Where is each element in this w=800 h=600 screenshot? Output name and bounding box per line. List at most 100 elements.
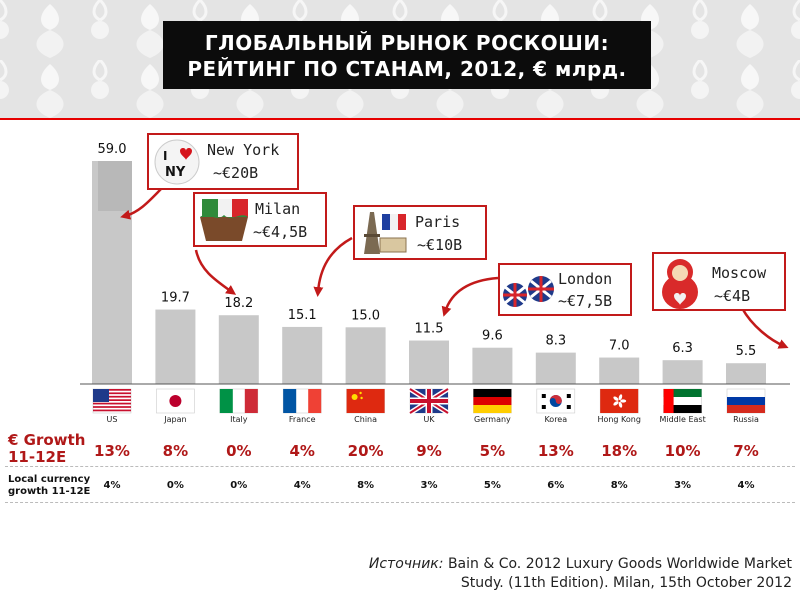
growth-value-korea: 13% — [537, 442, 574, 460]
callout-value: ~€20B — [213, 164, 259, 182]
row-divider — [5, 502, 795, 503]
callout-value: ~€7,5B — [558, 292, 613, 310]
growth-value-us: 13% — [94, 442, 130, 460]
cupcake-icon — [200, 199, 248, 241]
growth-value-hong-kong: 18% — [601, 442, 638, 460]
arrow-london — [441, 276, 499, 317]
flag-middle-east-icon — [663, 388, 702, 414]
growth-value-russia: 7% — [733, 442, 759, 460]
flag-hong-kong-icon — [599, 388, 639, 414]
value-label: 8.3 — [545, 334, 566, 349]
local-growth-value-hong-kong: 8% — [610, 480, 628, 491]
category-label: Korea — [544, 415, 567, 424]
bar-china — [345, 327, 386, 384]
category-label: Italy — [230, 415, 248, 424]
category-label: UK — [423, 415, 435, 424]
source-note: Источник: Bain & Co. 2012 Luxury Goods W… — [369, 555, 792, 593]
category-label: China — [354, 415, 377, 424]
svg-text:I: I — [163, 149, 167, 163]
local-growth-value-china: 8% — [357, 480, 375, 491]
flag-uk-icon — [408, 386, 450, 416]
union-jack-cookies-icon — [503, 276, 554, 307]
value-label: 18.2 — [224, 296, 253, 311]
svg-text:NY: NY — [165, 165, 186, 180]
value-label: 9.6 — [482, 329, 503, 344]
callout-city: Milan — [255, 200, 301, 218]
growth-value-italy: 0% — [226, 442, 252, 460]
callout-milan: Milan ~€4,5B — [193, 192, 327, 247]
matryoshka-icon — [662, 259, 698, 309]
callout-paris: Paris ~€10B — [353, 205, 487, 260]
callout-city: Paris — [415, 213, 461, 231]
callout-moscow: Moscow ~€4B — [652, 252, 786, 311]
value-label: 15.0 — [351, 308, 380, 323]
growth-value-germany: 5% — [479, 442, 506, 460]
flag-korea-icon — [536, 388, 576, 414]
title-line-2: РЕЙТИНГ ПО СТАНАМ, 2012, € млрд. — [187, 57, 627, 81]
bar-middle-east — [662, 360, 703, 384]
source-line-1: Bain & Co. 2012 Luxury Goods Worldwide M… — [447, 556, 792, 572]
growth-label-line1: € Growth — [8, 431, 86, 449]
arrow-newyork — [120, 187, 163, 220]
local-growth-value-russia: 4% — [737, 480, 755, 491]
bar-russia — [726, 363, 766, 384]
flag-row: US Japan Italy France China UK Germany Korea Hon… — [92, 386, 766, 424]
red-divider — [0, 118, 800, 120]
growth-value-china: 20% — [347, 442, 384, 460]
category-label: France — [289, 415, 316, 424]
source-line-2: Study. (11th Edition). Milan, 15th Octob… — [460, 575, 792, 591]
category-label: Middle East — [659, 415, 705, 424]
value-label: 6.3 — [672, 341, 693, 356]
bar-uk — [409, 340, 449, 384]
growth-value-middle-east: 10% — [664, 442, 701, 460]
callout-new-york: I NY New York ~€20B — [147, 133, 299, 190]
callout-arrows — [120, 187, 789, 349]
bar-italy — [218, 315, 259, 384]
callout-city: New York — [207, 141, 280, 159]
bar-hong-kong — [599, 357, 640, 384]
i-love-ny-icon: I NY — [154, 139, 200, 185]
arrow-milan — [194, 249, 237, 295]
value-label: 7.0 — [609, 339, 630, 354]
local-growth-value-germany: 5% — [483, 480, 501, 491]
flag-russia-icon — [726, 388, 766, 414]
local-growth-value-france: 4% — [293, 480, 311, 491]
flag-france-icon — [282, 388, 322, 414]
callout-city: London — [558, 270, 613, 288]
source-label: Источник: — [368, 556, 444, 572]
bar-japan — [155, 309, 196, 384]
callout-value: ~€10B — [417, 236, 463, 254]
category-label: US — [107, 415, 118, 424]
header-banner: ГЛОБАЛЬНЫЙ РЫНОК РОСКОШИ: РЕЙТИНГ ПО СТА… — [0, 0, 800, 118]
local-growth-value-japan: 0% — [166, 480, 184, 491]
bar-highlight — [98, 161, 132, 211]
local-growth-value-us: 4% — [103, 480, 121, 491]
flag-japan-icon — [156, 388, 195, 414]
category-label: Hong Kong — [597, 415, 641, 424]
title-box: ГЛОБАЛЬНЫЙ РЫНОК РОСКОШИ: РЕЙТИНГ ПО СТА… — [163, 21, 651, 89]
growth-row-label: € Growth 11-12E — [8, 432, 85, 466]
callout-london: London ~€7,5B — [498, 263, 632, 316]
category-label: Russia — [733, 415, 759, 424]
eiffel-tower-icon — [364, 212, 407, 254]
flag-germany-icon — [473, 388, 512, 414]
flag-china-icon — [346, 388, 385, 414]
growth-value-uk: 9% — [416, 442, 442, 460]
category-label: Japan — [163, 415, 186, 424]
value-label: 5.5 — [736, 344, 757, 359]
local-label-line2: growth 11-12E — [8, 486, 91, 497]
local-growth-value-korea: 6% — [547, 480, 565, 491]
growth-label-line2: 11-12E — [8, 448, 67, 466]
callout-value: ~€4B — [714, 287, 751, 305]
bar-germany — [472, 347, 513, 384]
value-label: 15.1 — [288, 308, 317, 323]
category-label: Germany — [474, 415, 511, 424]
callout-value: ~€4,5B — [253, 223, 308, 241]
bar-france — [282, 326, 323, 384]
value-label: 59.0 — [98, 142, 127, 157]
value-label: 11.5 — [415, 322, 444, 337]
local-growth-value-middle-east: 3% — [674, 480, 692, 491]
arrow-paris — [313, 236, 353, 297]
title-line-1: ГЛОБАЛЬНЫЙ РЫНОК РОСКОШИ: — [204, 31, 610, 55]
